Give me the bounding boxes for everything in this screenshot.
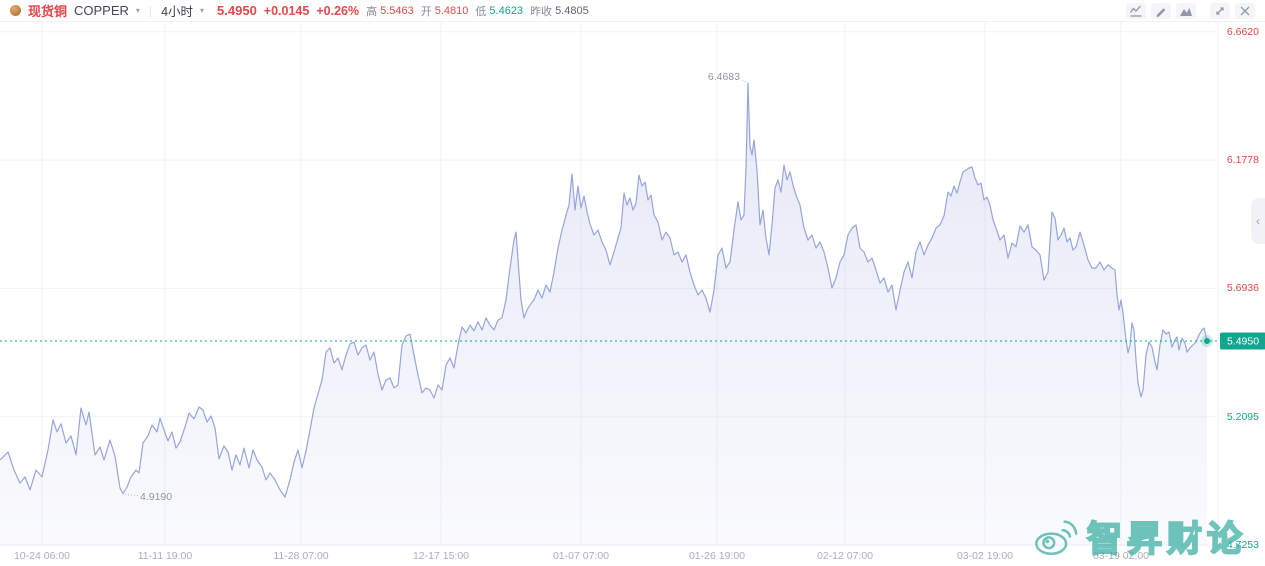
y-axis-label: 5.6936 [1226,282,1259,295]
y-axis-label: 4.7253 [1226,538,1259,551]
stat-high: 高 5.5463 [366,4,414,18]
x-axis-label: 11-28 07:00 [273,550,329,562]
toolbar-icons [1126,2,1255,19]
timeframe-selector[interactable]: 4小时 [161,5,194,19]
low-annotation: 4.9190 [140,490,173,503]
indicator-icon[interactable] [1126,2,1146,19]
stat-prev-close: 昨收 5.4805 [530,4,589,18]
x-axis-label: 11-11 19:00 [137,550,193,562]
x-axis-label: 03-19 02:00 [1092,550,1150,562]
instrument-icon [10,5,21,16]
x-axis-label: 02-12 07:00 [816,550,874,562]
draw-icon[interactable] [1151,2,1171,19]
stat-low: 低 5.4623 [475,4,524,18]
y-axis-label: 6.1778 [1226,154,1259,167]
toolbar: 现货铜 COPPER ▾ | 4小时 ▾ 5.4950 +0.0145 +0.2… [0,0,1265,22]
chart-type-icon[interactable] [1176,2,1196,19]
chevron-left-icon: ‹ [1256,214,1260,228]
x-axis-label: 01-07 07:00 [552,550,610,562]
last-price: 5.4950 [217,3,257,18]
x-axis-label: 03-02 19:00 [956,550,1014,562]
chevron-down-icon[interactable]: ▾ [200,6,205,15]
y-axis-label: 6.6620 [1226,25,1259,38]
separator: | [148,3,153,18]
x-axis-label: 12-17 15:00 [412,550,470,562]
x-axis-label: 01-26 19:00 [688,550,746,562]
price-change: +0.0145 [263,3,310,18]
collapse-panel-tab[interactable]: ‹ [1251,198,1265,244]
expand-icon[interactable] [1210,2,1230,19]
y-axis-label: 5.2095 [1226,410,1259,423]
high-annotation: 6.4683 [707,71,740,84]
chevron-down-icon[interactable]: ▾ [135,6,140,15]
instrument-code[interactable]: COPPER [74,3,129,18]
current-price-badge: 5.4950 [1220,332,1265,350]
price-change-percent: +0.26% [316,3,360,18]
stat-open: 开 5.4810 [420,4,469,18]
instrument-name[interactable]: 现货铜 [28,4,68,19]
close-icon[interactable] [1235,2,1255,19]
x-axis-label: 10-24 06:00 [13,550,71,562]
